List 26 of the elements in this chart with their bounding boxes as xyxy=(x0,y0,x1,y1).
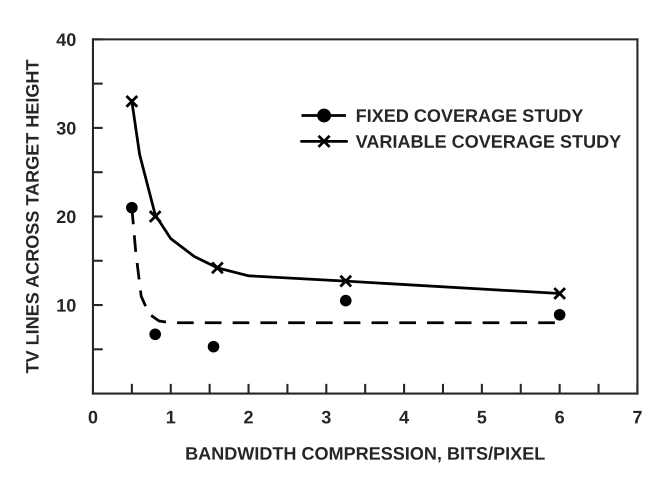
point xyxy=(552,286,566,300)
point xyxy=(148,210,162,224)
legend-label: FIXED COVERAGE STUDY xyxy=(356,109,584,122)
point xyxy=(554,308,566,321)
x-tick-label: 1 xyxy=(166,410,176,424)
x-tick-label: 7 xyxy=(633,410,642,424)
x-tick-label: 2 xyxy=(244,410,253,424)
x-tick-label: 0 xyxy=(88,410,98,424)
y-axis-title: TV LINES ACROSS TARGET HEIGHT xyxy=(26,60,39,374)
x-tick-label: 4 xyxy=(399,410,410,424)
y-tick-label: 30 xyxy=(56,122,76,135)
point xyxy=(208,340,220,352)
point xyxy=(210,261,224,275)
y-tick-label: 10 xyxy=(57,298,76,312)
point xyxy=(338,274,353,288)
legend-label: VARIABLE COVERAGE STUDY xyxy=(356,135,621,148)
x-tick-label: 5 xyxy=(477,410,486,424)
x-tick-label: 3 xyxy=(322,410,331,424)
point xyxy=(340,294,352,306)
point xyxy=(125,94,139,108)
point xyxy=(149,328,161,340)
y-tick-label: 20 xyxy=(56,210,76,224)
y-tick-label: 40 xyxy=(56,33,76,46)
x-tick-label: 6 xyxy=(555,410,564,424)
x-axis-title: BANDWIDTH COMPRESSION, BITS/PIXEL xyxy=(186,446,545,462)
point xyxy=(126,202,138,214)
